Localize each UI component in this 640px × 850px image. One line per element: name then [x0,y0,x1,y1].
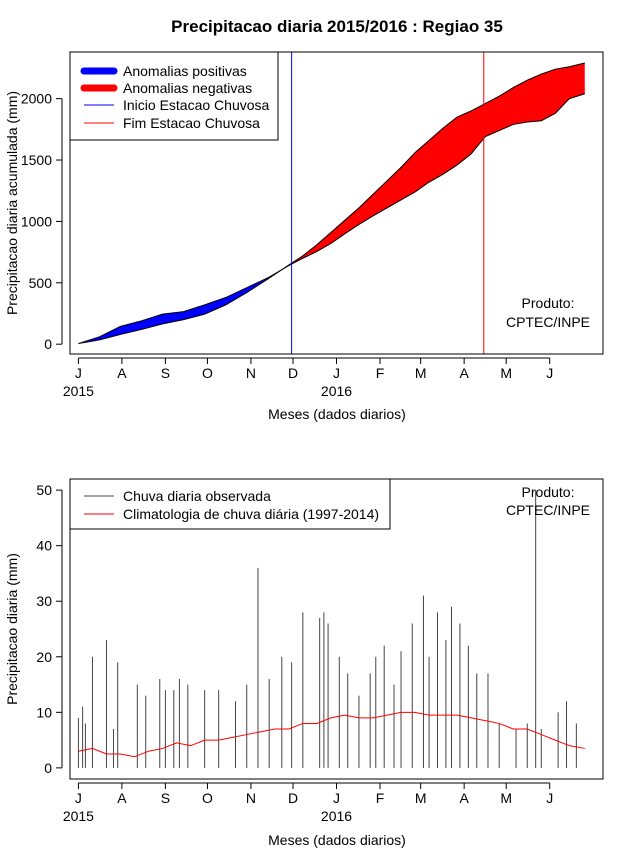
accumulated-axes: 0 500 1000 1500 2000 J A S O N D J F M A M J 2015 2016 [21,91,553,399]
x-tick-label: A [459,365,469,381]
y-tick-label: 10 [36,704,52,720]
x-tick-label: N [246,365,256,381]
y-tick-label: 1000 [21,213,52,229]
legend-label-negative: Anomalias negativas [123,80,252,96]
x-tick-label: M [500,365,512,381]
x-tick-label: M [415,365,427,381]
legend-box [69,478,391,530]
x-tick-label: S [161,365,170,381]
accumulated-legend: Anomalias positivas Anomalias negativas … [69,51,279,141]
positive-anomaly-area [78,269,282,344]
y-tick-label: 2000 [21,91,52,107]
accumulated-y-axis-label: Precipitacao diaria acumulada (mm) [4,91,20,315]
x-tick-label: M [415,790,427,806]
x-tick-label: A [117,365,127,381]
x-year-label: 2016 [321,808,352,824]
x-year-label: 2016 [321,383,352,399]
daily-y-axis-label: Precipitacao diaria (mm) [4,553,20,705]
daily-plot-area [77,490,585,768]
x-tick-label: J [75,365,82,381]
daily-x-axis-label: Meses (dados diarios) [268,832,406,848]
x-tick-label: F [376,790,385,806]
climatology-daily-line [78,711,585,758]
x-tick-label: M [500,790,512,806]
climatology-accumulated-line [78,62,585,345]
x-tick-label: J [546,790,553,806]
accumulated-annotation-line2: CPTEC/INPE [506,314,590,330]
legend-box [69,51,279,141]
y-tick-label: 500 [29,275,53,291]
x-tick-label: J [546,365,553,381]
y-tick-label: 50 [36,482,52,498]
chart-title: Precipitacao diaria 2015/2016 : Regiao 3… [171,17,503,36]
accumulated-plot-area [78,52,585,354]
x-tick-label: J [333,365,340,381]
x-tick-label: D [288,365,298,381]
legend-label-positive: Anomalias positivas [123,63,247,79]
daily-annotation-line1: Produto: [522,484,575,500]
y-tick-label: 0 [44,760,52,776]
x-tick-label: O [202,790,213,806]
x-tick-label: J [75,790,82,806]
y-tick-label: 1500 [21,152,52,168]
daily-axes: 0 10 20 30 40 50 J A S O N D J F M A M J 2015 2016 [36,482,553,824]
accumulated-plot-frame [69,51,604,355]
x-year-label: 2015 [63,383,94,399]
y-tick-label: 20 [36,649,52,665]
y-tick-label: 30 [36,593,52,609]
y-tick-label: 0 [44,336,52,352]
accumulated-annotation-line1: Produto: [522,295,575,311]
legend-label-climatology: Climatologia de chuva diária (1997-2014) [123,506,379,522]
x-tick-label: A [117,790,127,806]
x-tick-label: J [333,790,340,806]
y-tick-label: 40 [36,538,52,554]
daily-legend: Chuva diaria observada Climatologia de c… [69,478,391,530]
legend-label-end: Fim Estacao Chuvosa [123,115,260,131]
x-year-label: 2015 [63,808,94,824]
x-tick-label: D [288,790,298,806]
negative-anomaly-area [283,63,585,269]
x-tick-label: F [376,365,385,381]
x-tick-label: O [202,365,213,381]
legend-label-start: Inicio Estacao Chuvosa [123,97,270,113]
x-tick-label: N [246,790,256,806]
x-tick-label: S [161,790,170,806]
accumulated-x-axis-label: Meses (dados diarios) [268,406,406,422]
x-tick-label: A [459,790,469,806]
observed-accumulated-line [78,93,585,345]
legend-label-observed: Chuva diaria observada [123,488,271,504]
daily-annotation-line2: CPTEC/INPE [506,502,590,518]
